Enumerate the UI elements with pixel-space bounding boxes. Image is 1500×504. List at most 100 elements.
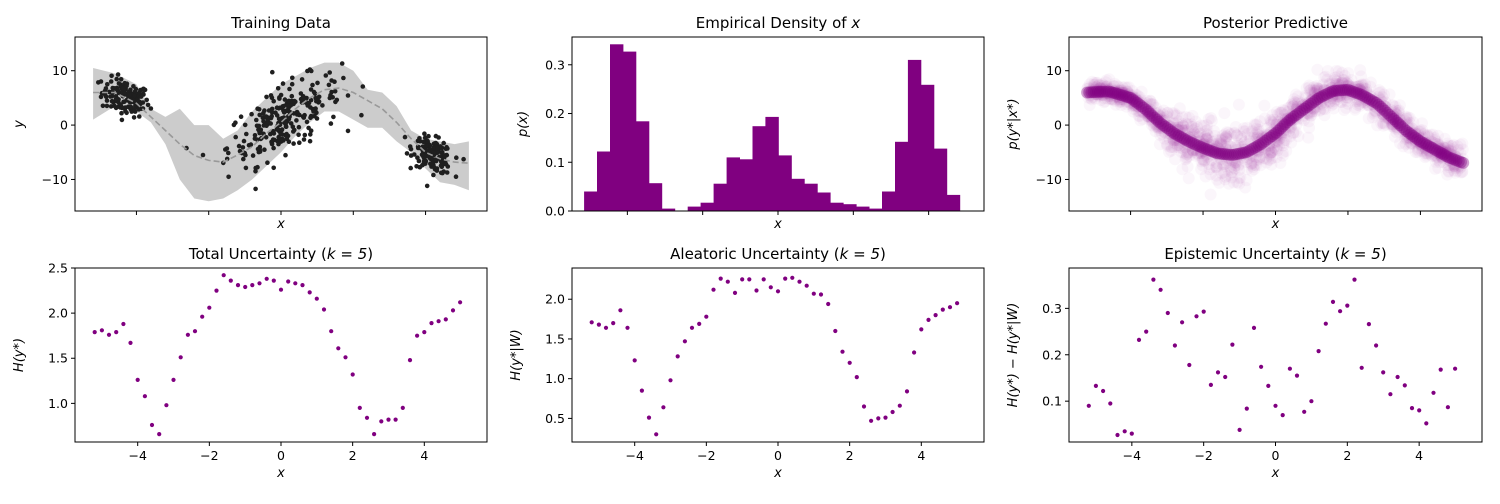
posterior-mean-sample [1452,155,1465,168]
training-point [124,83,129,89]
posterior-mean-sample [1081,86,1094,99]
posterior-sample [1301,82,1313,94]
training-point [275,126,281,132]
training-point [402,134,408,140]
posterior-mean-sample [1231,148,1244,160]
training-point [345,93,351,98]
posterior-sample [1231,176,1243,188]
posterior-mean-sample [1446,152,1459,165]
training-point [424,143,429,148]
y-tick-label: 0.3 [1042,301,1062,316]
training-point [434,141,440,147]
posterior-mean-sample [1181,134,1194,147]
uncertainty-point [200,314,205,319]
y-tick-label: 1.5 [545,331,565,346]
uncertainty-point [940,307,945,312]
posterior-mean-sample [1439,149,1452,162]
uncertainty-point [1366,322,1371,327]
plot-area [1081,82,1470,201]
posterior-mean-sample [1098,85,1111,98]
posterior-mean-sample [1209,146,1222,159]
posterior-mean-sample [1389,115,1402,127]
training-point [268,131,273,137]
mean-line [93,87,469,164]
uncertainty-point [1086,403,1091,408]
histogram-bar [622,51,637,211]
training-point [417,164,423,170]
posterior-mean-sample [1237,146,1250,159]
posterior-mean-sample [1441,150,1454,163]
uncertainty-point [1402,383,1407,388]
plot-area [92,273,463,437]
uncertainty-point [697,321,702,326]
y-tick-label: 0.1 [545,155,565,170]
posterior-mean-sample [1409,131,1422,144]
uncertainty-point [207,305,212,310]
training-point [273,110,278,115]
histogram-bar [895,141,909,211]
posterior-mean-sample [1322,87,1335,100]
training-point [454,155,459,160]
histogram-bar [726,157,740,211]
posterior-sample [1246,165,1258,177]
training-point [311,109,316,114]
training-point [223,147,228,152]
posterior-sample [1184,150,1196,162]
training-point [297,112,302,118]
uncertainty-point [157,432,162,437]
training-point [274,105,280,110]
uncertainty-point [364,415,370,420]
training-point [105,82,110,87]
training-point [435,145,440,151]
uncertainty-point [257,281,262,286]
x-tick-label: 4 [917,448,925,463]
uncertainty-point [668,378,673,383]
uncertainty-point [611,321,616,326]
posterior-mean-sample [1250,140,1263,153]
training-point [104,98,110,103]
training-point [118,77,124,82]
training-point [290,75,295,81]
posterior-sample [1205,189,1217,201]
posterior-mean-sample [1387,113,1400,125]
posterior-mean-sample [1120,90,1133,103]
posterior-mean-sample [1320,88,1333,101]
training-point [320,103,325,108]
x-tick-label: 0 [1272,448,1280,463]
training-point [264,94,269,100]
uncertainty-point [603,325,609,330]
posterior-mean-sample [1407,130,1420,142]
training-point [326,82,332,88]
histogram-bar [830,202,844,211]
training-point [309,68,314,74]
uncertainty-point [761,277,766,282]
training-point [308,87,314,92]
posterior-mean-sample [1350,87,1363,99]
uncertainty-point [704,314,709,319]
training-point [96,80,101,85]
posterior-mean-sample [1352,87,1365,100]
training-point [115,72,121,77]
uncertainty-point [768,285,773,290]
uncertainty-point [1180,320,1185,325]
posterior-mean-sample [1420,138,1433,151]
uncertainty-point [415,333,420,338]
histogram-bar [907,59,922,211]
panel-aleatoric: 0.5 1.0 1.5 2.0 −4 −2 0 2 4 Aleatoric Uncertainty… [509,245,985,481]
uncertainty-point [393,417,398,422]
posterior-mean-sample [1405,128,1417,141]
posterior-mean-sample [1228,148,1241,161]
posterior-mean-sample [1283,114,1296,127]
axes-frame [74,267,488,443]
training-point [286,116,292,122]
training-point [316,94,322,100]
uncertainty-point [1115,432,1120,438]
y-tick-label: 0.5 [545,411,565,426]
x-tick-label: −2 [697,448,715,463]
posterior-sample [1169,153,1181,165]
y-tick-label: 2.0 [545,292,565,307]
uncertainty-point [149,422,155,428]
uncertainty-point [804,283,809,288]
posterior-mean-sample [1339,83,1352,96]
chart-title: Total Uncertainty (k = 5) [188,245,373,263]
